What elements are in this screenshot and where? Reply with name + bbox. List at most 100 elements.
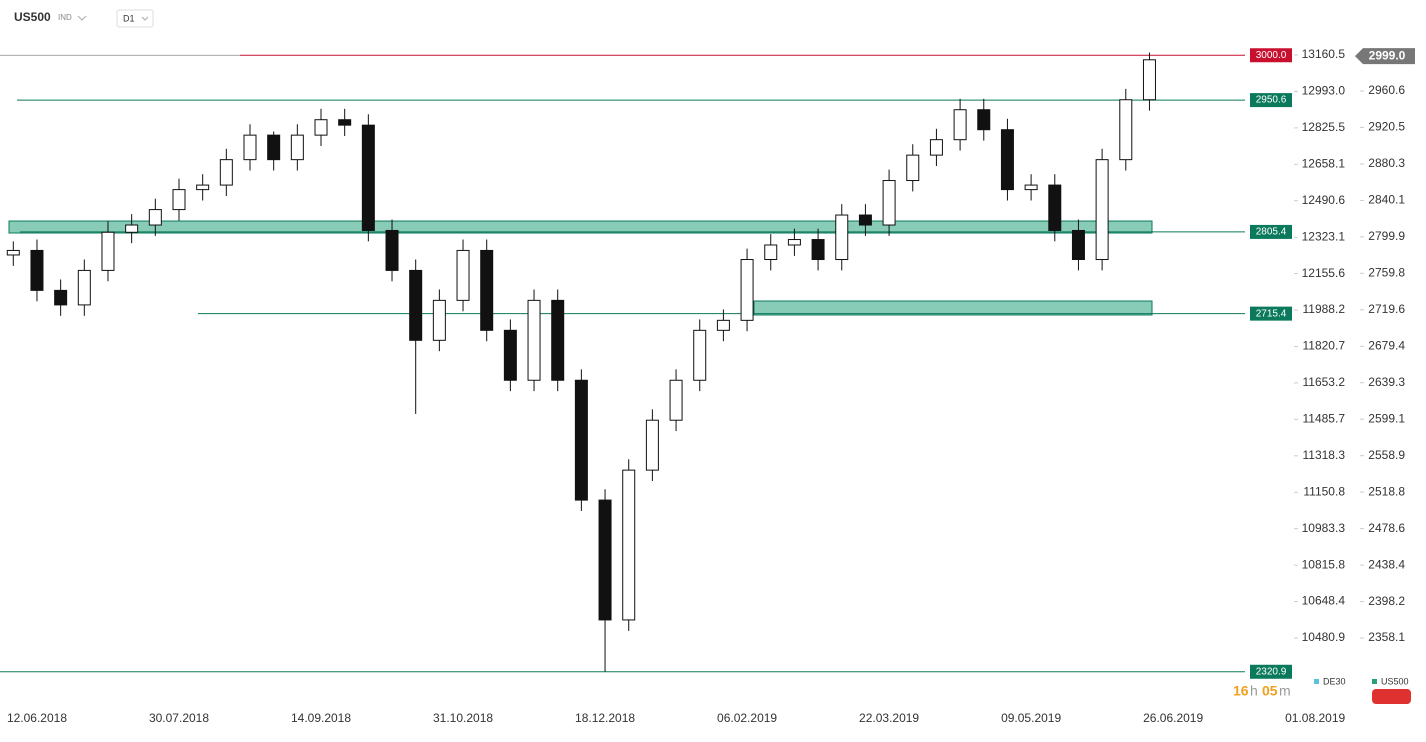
candle-body [882,180,896,226]
candle-body [1048,184,1062,231]
countdown-h: h [1250,683,1258,699]
y2-tick-label: 10480.9 [1302,630,1346,644]
candle-body [906,154,920,182]
x-tick-label: 14.09.2018 [291,711,351,725]
candle-body [551,299,565,381]
candle-body [219,159,233,186]
countdown-minutes: 05 [1262,683,1278,699]
candle-body [858,214,872,226]
level-tag [1250,306,1292,321]
candle-body [6,249,20,256]
candle-body [409,269,423,341]
y2-tick-label: 12993.0 [1302,84,1346,98]
x-tick-label: 30.07.2018 [149,711,209,725]
y2-tick-label: 12323.1 [1302,229,1346,243]
y2-tick-label: 12658.1 [1302,156,1346,170]
y2-tick-label: 10648.4 [1302,594,1346,608]
level-tag-label: 2320.9 [1256,666,1287,677]
countdown-hours: 16 [1233,683,1249,699]
candle-body [361,124,375,231]
candle-body [811,239,825,261]
y2-tick-label: 11988.2 [1303,302,1346,316]
candle-body [101,231,115,271]
candle-body [622,469,636,621]
level-tag [1250,93,1292,108]
candle-body [196,184,210,191]
y2-tick-label: 10983.3 [1302,521,1346,535]
y-tick-label: 2719.6 [1368,302,1405,316]
x-tick-label: 31.10.2018 [433,711,493,725]
y-tick-label: 2558.9 [1368,448,1405,462]
candle-body [1095,159,1109,261]
candle-body [54,289,68,306]
y-tick-label: 2518.8 [1368,484,1405,498]
dropdown-icon[interactable] [141,16,149,21]
y-tick-label: 2478.6 [1368,521,1405,535]
last-price-tag [1355,48,1415,65]
candle-body [77,269,91,306]
level-tag [1250,664,1292,679]
x-tick-label: 06.02.2019 [717,711,777,725]
timeframe-box[interactable] [116,9,154,28]
candle-body [290,134,304,161]
x-tick-label: 18.12.2018 [575,711,635,725]
y-tick-label: 2759.8 [1368,265,1405,279]
candle-body [267,134,281,161]
candle-body [125,224,139,233]
candle-body [1000,129,1014,191]
y2-tick-label: 11485.7 [1303,412,1346,426]
candle-body [243,134,257,161]
y-tick-label: 2799.9 [1368,229,1405,243]
price-zone [8,220,1153,234]
legend-swatch [1314,679,1319,684]
candle-body [432,299,446,341]
y-tick-label: 2438.4 [1368,557,1405,571]
candle-body [1119,99,1133,161]
candle-body [764,244,778,261]
symbol[interactable]: US500 [14,10,51,24]
candle-body [669,379,683,421]
x-tick-label: 22.03.2019 [859,711,919,725]
y2-tick-label: 11653.2 [1303,375,1346,389]
candle-body [503,329,517,381]
dropdown-icon[interactable] [77,15,87,21]
y2-tick-label: 11150.8 [1303,484,1345,498]
candle-body [456,249,470,301]
candle-body [645,419,659,471]
level-tag [1250,224,1292,239]
candle-body [30,249,44,291]
y-tick-label: 2840.1 [1368,193,1405,207]
y2-tick-label: 11820.7 [1303,339,1346,353]
y-tick-label: 2398.2 [1368,594,1405,608]
x-tick-label: 26.06.2019 [1143,711,1203,725]
y-tick-label: 2358.1 [1368,630,1405,644]
level-tag-label: 2950.6 [1256,95,1287,106]
y2-tick-label: 12155.6 [1302,266,1346,280]
candle-body [1071,229,1085,261]
y-tick-label: 2880.3 [1368,156,1405,170]
candle-body [953,109,967,141]
candle-body [480,249,494,331]
timeframe[interactable]: D1 [123,13,135,23]
candle-body [527,299,541,381]
candle-body [929,139,943,156]
action-button[interactable] [1372,689,1411,704]
candle-body [314,119,328,136]
symbol-tag: IND [58,13,72,22]
price-zone [753,300,1153,316]
y-tick-label: 2639.3 [1368,375,1405,389]
candle-body [385,229,399,271]
y-tick-label: 2599.1 [1368,411,1405,425]
y-tick-label: 2679.4 [1368,338,1405,352]
candle-body [787,239,801,246]
last-price-label: 2999.0 [1369,48,1406,62]
y2-tick-label: 13160.5 [1302,47,1346,61]
legend-label: DE30 [1323,676,1346,686]
x-tick-label: 09.05.2019 [1001,711,1061,725]
x-tick-label: 12.06.2018 [7,711,67,725]
x-tick-label: 01.08.2019 [1285,711,1345,725]
y2-tick-label: 12490.6 [1302,193,1346,207]
level-tag-label: 2715.4 [1256,308,1287,319]
